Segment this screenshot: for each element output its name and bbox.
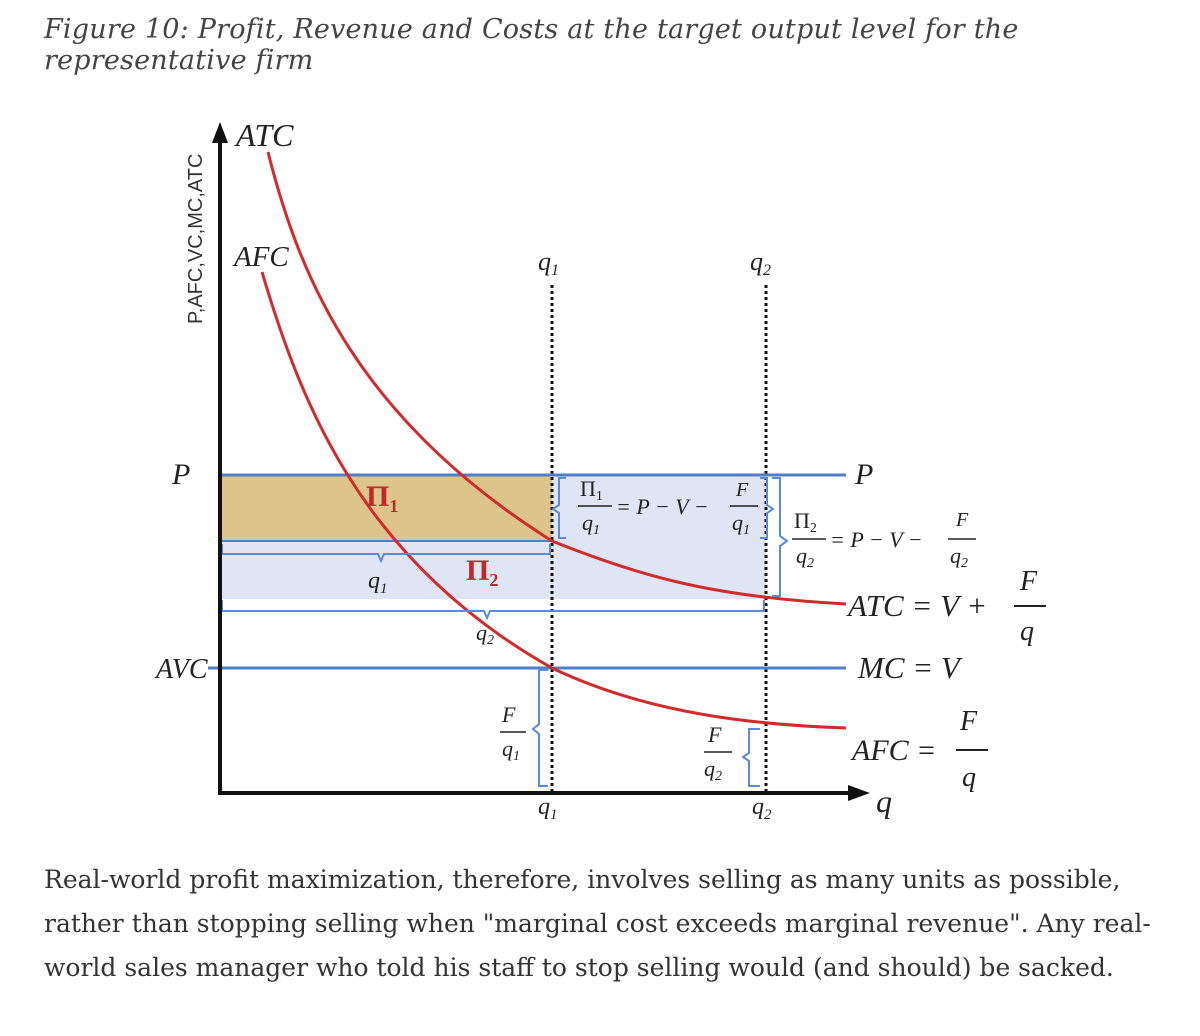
brace-afc-q1 — [531, 669, 548, 787]
svg-text:q: q — [962, 762, 976, 793]
atc-top-label: ATC — [234, 117, 294, 153]
q1-width-label: q1 — [368, 568, 388, 597]
brace-pi2-per-unit — [772, 477, 789, 597]
pi2-per-unit-equation: Π2 q2 = P − V − F q2 — [792, 508, 976, 571]
atc-equation: ATC = V + F q — [846, 566, 1046, 647]
svg-text:q1: q1 — [582, 510, 600, 538]
svg-text:q1: q1 — [502, 736, 520, 764]
body-paragraph: Real-world profit maximization, therefor… — [44, 858, 1164, 990]
afc-curve — [260, 271, 847, 730]
brace-q2-width — [221, 600, 765, 621]
brace-f-q1-right — [760, 477, 775, 539]
svg-text:q2: q2 — [796, 543, 814, 571]
svg-text:= P − V −: = P − V − — [830, 527, 923, 552]
y-axis-label: P,AFC,VC,MC,ATC — [185, 154, 207, 324]
q2-width-label: q2 — [476, 620, 494, 648]
price-left-label: P — [171, 458, 190, 491]
svg-text:F: F — [707, 722, 722, 747]
x-axis-arrow — [848, 785, 870, 801]
svg-text:AFC =: AFC = — [850, 734, 936, 767]
pi2-region-label: Π2 — [466, 554, 498, 590]
cost-curves-diagram: P,AFC,VC,MC,ATC ATC AFC q1 q2 P P AVC Π1… — [154, 117, 1046, 823]
pi1-per-unit-equation: Π1 q1 = P − V − F q1 — [578, 476, 758, 538]
svg-text:F: F — [955, 509, 969, 531]
atc-curve — [266, 151, 847, 606]
svg-text:ATC = V +: ATC = V + — [846, 588, 987, 623]
pi1-region-label: Π1 — [366, 480, 398, 516]
svg-text:F: F — [1019, 566, 1038, 597]
afc-equation: AFC = F q — [850, 706, 988, 793]
svg-text:F: F — [959, 706, 978, 737]
afc-q2-fraction: F q2 — [704, 722, 732, 784]
q2-axis-label: q2 — [752, 794, 772, 823]
x-axis-label: q — [876, 783, 892, 819]
paragraph-line: rather than stopping selling when "margi… — [44, 909, 1151, 938]
svg-text:Π1: Π1 — [580, 476, 603, 504]
y-axis-arrow — [212, 122, 228, 143]
svg-text:= P − V −: = P − V − — [616, 494, 709, 519]
paragraph-line: world sales manager who told his staff t… — [44, 953, 1114, 982]
paragraph-line: Real-world profit maximization, therefor… — [44, 865, 1121, 894]
q1-axis-label: q1 — [538, 794, 558, 823]
svg-text:q1: q1 — [732, 510, 750, 538]
svg-text:Π2: Π2 — [794, 508, 817, 536]
afc-q1-fraction: F q1 — [500, 702, 526, 764]
figure-caption: Figure 10: Profit, Revenue and Costs at … — [44, 14, 1019, 76]
q2-top-label: q2 — [750, 247, 771, 279]
afc-top-label: AFC — [232, 241, 289, 273]
price-right-label: P — [854, 458, 873, 491]
svg-text:q2: q2 — [704, 756, 722, 784]
mc-equation: MC = V — [857, 650, 963, 685]
svg-text:q: q — [1020, 616, 1034, 647]
avc-label: AVC — [154, 654, 208, 685]
svg-text:F: F — [735, 479, 749, 501]
svg-text:F: F — [501, 702, 516, 727]
q1-top-label: q1 — [538, 247, 559, 279]
brace-afc-q2 — [741, 728, 760, 787]
brace-pi1-per-unit — [551, 477, 566, 539]
svg-text:q2: q2 — [950, 543, 968, 571]
